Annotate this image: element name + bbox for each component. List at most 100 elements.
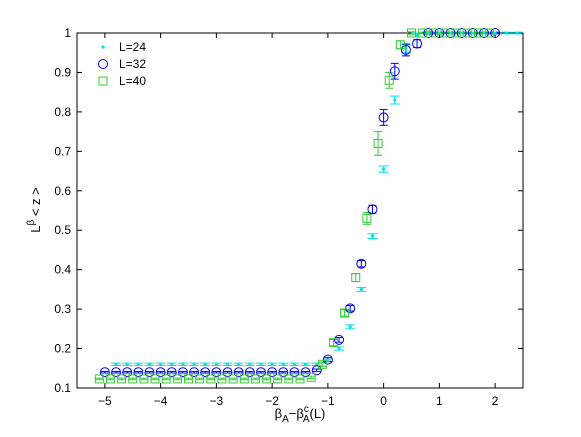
x-tick-label: −3 [210,394,224,408]
data-point-l32 [423,28,434,38]
y-tick-label: 0.7 [54,144,71,158]
data-point-l40 [284,374,294,384]
data-point-l32 [311,365,322,376]
data-point-l24 [359,287,363,291]
data-point-l24 [248,362,252,366]
data-point-l32 [200,367,211,378]
data-point-l40 [485,28,495,38]
data-point-l40 [340,308,350,318]
data-point-l32 [356,258,367,269]
data-point-l40 [373,138,383,148]
data-point-l24 [370,234,375,238]
data-point-l40 [172,374,182,384]
data-point-l24 [504,31,508,35]
data-point-l40 [429,28,439,38]
data-point-l40 [328,338,338,348]
data-point-l24 [159,362,163,366]
data-point-l24 [181,362,185,366]
data-point-l32 [222,367,233,378]
data-point-l32 [278,367,289,378]
data-point-l40 [128,374,138,384]
data-point-l40 [295,374,305,384]
data-point-l32 [400,44,411,55]
data-point-l24 [315,362,319,366]
data-point-l40 [473,28,483,38]
data-point-l24 [136,362,140,366]
data-point-l32 [144,367,155,378]
data-point-l40 [351,273,361,283]
data-point-l32 [111,367,122,378]
data-point-l24 [203,362,207,366]
x-axis-label: βA−βc A(L) [275,404,326,425]
data-point-l40 [317,359,327,369]
legend-label-l40: L=40 [119,74,146,88]
data-point-l32 [456,28,467,38]
data-point-l32 [490,28,501,38]
data-point-l40 [239,374,249,384]
data-point-l32 [478,28,489,38]
data-point-l32 [445,28,456,38]
data-point-l40 [184,374,193,384]
data-point-l40 [161,374,171,384]
y-tick-label: 0.5 [54,223,71,237]
data-point-l24 [192,362,196,366]
data-point-l40 [440,28,450,38]
y-tick-label: 0.8 [54,105,71,119]
data-point-l32 [467,28,478,38]
data-point-l40 [395,40,405,50]
x-tick-label: 2 [492,394,499,408]
data-point-l40 [117,374,127,384]
x-tick-label: 1 [436,394,443,408]
legend: L=24 L=32 L=40 [98,40,146,88]
data-point-l32 [267,367,278,378]
data-point-l40 [217,374,227,384]
data-point-l24 [292,362,297,366]
data-point-l32 [122,367,133,378]
data-point-l24 [515,31,520,35]
data-point-l32 [345,303,356,314]
data-point-l32 [289,367,300,378]
legend-marker-l24 [101,45,105,49]
x-tick-label: −2 [265,394,279,408]
data-point-l24 [303,362,308,366]
data-point-l24 [237,362,241,366]
y-tick-label: 0.2 [54,342,71,356]
data-point-l24 [426,31,430,35]
data-point-l32 [155,367,166,378]
y-tick-label: 0.6 [54,184,71,198]
data-point-l32 [244,367,255,378]
data-point-l40 [150,374,160,384]
data-point-l40 [228,374,238,384]
x-tick-label: −5 [98,394,112,408]
data-point-l40 [407,28,416,38]
y-axis-label: Lβ < z > [26,187,43,233]
data-point-l32 [99,367,110,378]
data-point-l32 [322,354,333,365]
data-point-l40 [362,213,372,223]
data-point-l32 [133,367,144,378]
x-tick-label: −4 [154,394,168,408]
legend-marker-l32 [98,59,108,69]
data-point-l40 [273,374,283,384]
data-point-l24 [437,31,441,35]
data-point-l24 [147,362,152,366]
data-point-l40 [262,374,272,384]
data-point-l32 [211,367,222,378]
y-tick-label: 1 [64,26,71,40]
data-point-l24 [170,362,174,366]
data-point-l40 [139,374,149,384]
data-point-l24 [326,358,330,362]
y-tick-labels: 0.1 0.2 0.3 0.4 0.5 0.6 0.7 0.8 0.9 1 [54,26,71,395]
y-tick-label: 0.4 [54,263,71,277]
data-point-l40 [306,372,316,382]
data-point-l40 [418,28,428,38]
data-point-l24 [225,362,230,366]
data-point-l40 [94,374,104,384]
legend-label-l32: L=32 [119,57,146,71]
data-point-l32 [255,367,266,378]
legend-marker-l40 [98,76,108,86]
data-point-l32 [378,112,389,123]
data-point-l24 [114,362,118,366]
